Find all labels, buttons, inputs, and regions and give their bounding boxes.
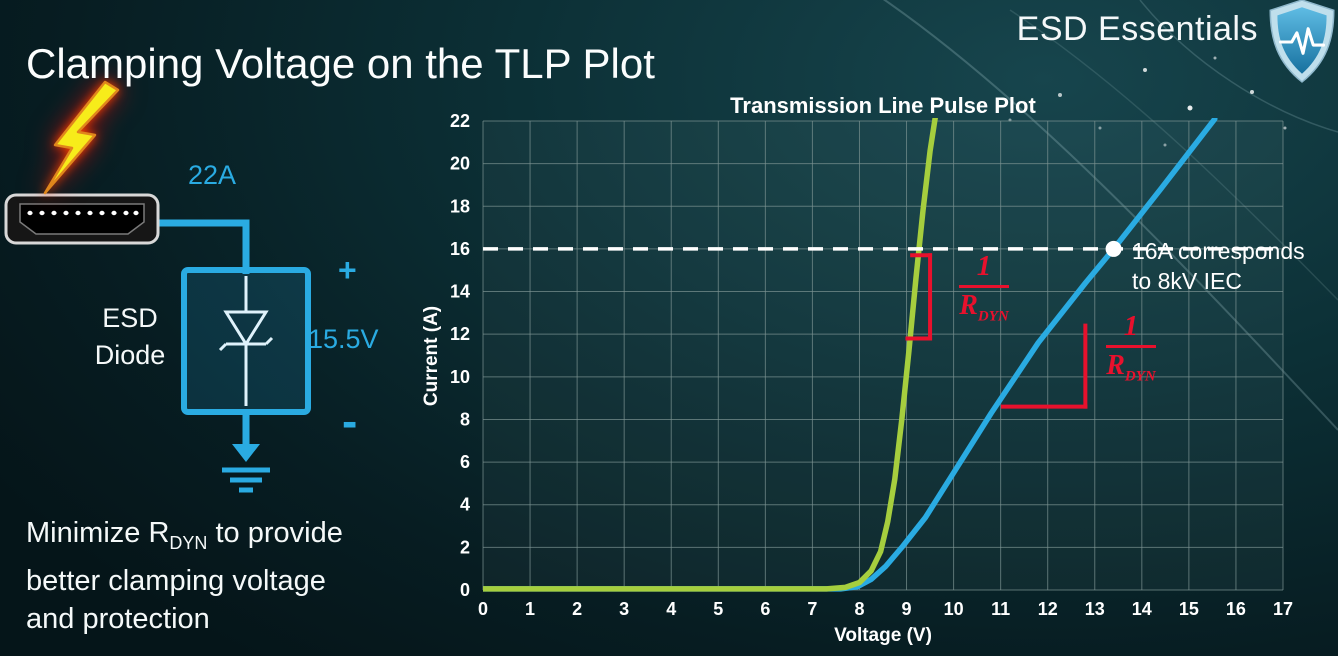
rdyn-denominator: RDYN (945, 288, 1023, 326)
svg-text:0: 0 (478, 599, 488, 619)
svg-text:2: 2 (572, 599, 582, 619)
iec-marker-label: 16A corresponds to 8kV IEC (1132, 236, 1305, 296)
svg-text:6: 6 (760, 599, 770, 619)
rdyn-numerator: 1 (959, 250, 1009, 288)
lightning-bolt-icon (43, 80, 120, 195)
svg-text:16: 16 (1226, 599, 1246, 619)
svg-text:14: 14 (1132, 599, 1152, 619)
clamping-voltage-label: 15.5V (308, 324, 379, 354)
svg-text:4: 4 (666, 599, 676, 619)
svg-text:22: 22 (450, 111, 470, 131)
minus-polarity-label: - (342, 395, 358, 447)
svg-text:9: 9 (902, 599, 912, 619)
svg-text:6: 6 (460, 452, 470, 472)
tlp-plot-svg: Voltage (V) Current (A) 0 1 2 3 4 5 6 7 8 9 10 11 12… (421, 111, 1293, 646)
svg-text:11: 11 (991, 599, 1010, 619)
svg-text:16: 16 (450, 239, 470, 259)
x-axis-title: Voltage (V) (834, 625, 932, 646)
surge-wire (150, 219, 250, 274)
svg-text:14: 14 (450, 282, 470, 302)
rdyn-sub: DYN (977, 308, 1009, 325)
rdyn-fraction-green: 1 RDYN (945, 250, 1023, 326)
brand-text: ESD Essentials (1016, 10, 1258, 48)
caption-line1-pre: Minimize R (26, 517, 170, 549)
plus-polarity-label: + (338, 252, 357, 288)
caption-line3: and protection (26, 602, 210, 635)
esd-diode-box (181, 267, 311, 415)
takeaway-caption: Minimize RDYN to provide better clamping… (26, 514, 343, 638)
shield-pulse-icon (1269, 0, 1335, 83)
svg-text:7: 7 (807, 599, 817, 619)
iec-marker-label-line2: to 8kV IEC (1132, 268, 1242, 294)
svg-text:17: 17 (1273, 599, 1293, 619)
esd-circuit-diagram (4, 80, 311, 493)
svg-text:10: 10 (944, 599, 964, 619)
caption-line1-sub: DYN (169, 532, 208, 553)
hdmi-connector-icon (4, 193, 160, 245)
page-title: Clamping Voltage on the TLP Plot (26, 40, 655, 88)
caption-line2: better clamping voltage (26, 564, 326, 597)
esd-diode-label-line1: ESD (102, 303, 158, 333)
svg-text:12: 12 (1038, 599, 1058, 619)
svg-text:15: 15 (1179, 599, 1199, 619)
tlp-chart: Transmission Line Pulse Plot Voltage (V)… (420, 90, 1338, 656)
caption-line1: Minimize RDYN to provide (26, 514, 343, 562)
rdyn-sub: DYN (1124, 368, 1156, 385)
svg-text:13: 13 (1085, 599, 1105, 619)
esd-diode-label: ESD Diode (82, 300, 178, 374)
rdyn-numerator: 1 (1106, 310, 1156, 348)
rdyn-base: R (1106, 350, 1125, 381)
caption-line1-post: to provide (207, 517, 343, 549)
svg-text:10: 10 (450, 367, 470, 387)
surge-current-label: 22A (188, 160, 237, 190)
svg-text:5: 5 (713, 599, 723, 619)
rdyn-fraction-blue: 1 RDYN (1092, 310, 1170, 386)
ground-symbol (222, 412, 270, 493)
iec-marker-label-line1: 16A corresponds (1132, 238, 1305, 264)
esd-diode-label-line2: Diode (94, 340, 166, 370)
svg-text:20: 20 (450, 154, 470, 174)
svg-text:18: 18 (450, 196, 470, 216)
svg-text:4: 4 (460, 495, 470, 515)
y-axis-title: Current (A) (421, 306, 442, 406)
svg-text:2: 2 (460, 537, 470, 557)
svg-text:12: 12 (450, 324, 470, 344)
svg-text:8: 8 (854, 599, 864, 619)
svg-text:1: 1 (525, 599, 535, 619)
rdyn-denominator: RDYN (1092, 348, 1170, 386)
svg-text:8: 8 (460, 409, 470, 429)
zener-diode-symbol (218, 276, 274, 406)
svg-text:3: 3 (619, 599, 629, 619)
rdyn-base: R (959, 290, 978, 321)
svg-text:0: 0 (460, 580, 470, 600)
light-swoosh (882, 0, 1338, 431)
chart-title: Transmission Line Pulse Plot (730, 93, 1036, 118)
